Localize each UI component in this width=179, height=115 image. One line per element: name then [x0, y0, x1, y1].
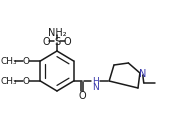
Text: S: S — [54, 37, 60, 47]
Text: O: O — [22, 57, 29, 66]
Text: O: O — [64, 37, 71, 47]
Text: N: N — [92, 83, 99, 92]
Text: O: O — [43, 37, 50, 47]
Text: O: O — [78, 90, 86, 100]
Text: O: O — [22, 77, 29, 86]
Text: H: H — [92, 77, 99, 86]
Text: CH₃: CH₃ — [0, 57, 17, 66]
Text: CH₃: CH₃ — [0, 77, 17, 86]
Text: NH₂: NH₂ — [48, 28, 66, 38]
Text: N: N — [139, 68, 146, 78]
